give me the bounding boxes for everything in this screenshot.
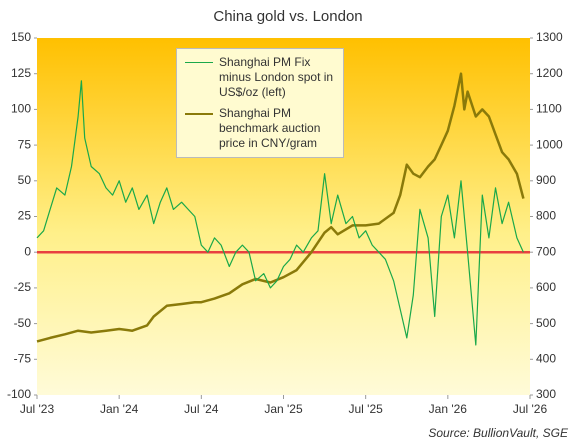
y-tick-label: -75 (14, 351, 32, 365)
y-tick-label: 150 (11, 30, 31, 44)
y-tick-label: 50 (18, 173, 32, 187)
y-tick-label: -25 (14, 280, 32, 294)
y-tick-label: 0 (24, 244, 31, 258)
chart-title: China gold vs. London (213, 8, 362, 25)
y-tick-label: 100 (11, 102, 31, 116)
y-tick-label: -50 (14, 316, 32, 330)
y2-tick-label: 1300 (536, 30, 563, 44)
legend-label: Shanghai PM benchmark auction price in C… (219, 106, 321, 150)
legend-item: Shanghai PM benchmark auction price in C… (185, 106, 335, 151)
y2-tick-label: 1000 (536, 137, 563, 151)
x-tick-label: Jan '24 (100, 402, 139, 416)
x-tick-label: Jan '26 (429, 402, 468, 416)
x-tick-label: Jul '25 (349, 402, 384, 416)
series-line (36, 80, 524, 346)
x-tick-label: Jul '26 (513, 402, 548, 416)
x-tick-label: Jul '23 (20, 402, 55, 416)
y-tick-label: 75 (18, 137, 32, 151)
legend-label: Shanghai PM Fix minus London spot in US$… (219, 55, 334, 99)
y2-tick-label: 600 (536, 280, 556, 294)
y2-tick-label: 500 (536, 316, 556, 330)
y-tick-label: 25 (18, 209, 32, 223)
y2-tick-label: 300 (536, 387, 556, 401)
legend-swatch (185, 113, 213, 115)
y2-tick-label: 400 (536, 351, 556, 365)
y2-tick-label: 700 (536, 244, 556, 258)
y2-tick-label: 900 (536, 173, 556, 187)
source: Source: BullionVault, SGE (428, 426, 569, 440)
legend: Shanghai PM Fix minus London spot in US$… (176, 48, 344, 158)
x-tick-label: Jan '25 (264, 402, 303, 416)
legend-item: Shanghai PM Fix minus London spot in US$… (185, 55, 335, 100)
x-tick-label: Jul '24 (184, 402, 219, 416)
y2-tick-label: 1200 (536, 66, 563, 80)
y-tick-label: -100 (7, 387, 31, 401)
y2-tick-label: 1100 (536, 102, 562, 116)
series-line (36, 72, 525, 343)
y2-tick-label: 800 (536, 209, 556, 223)
legend-swatch (185, 62, 213, 63)
y-tick-label: 125 (11, 66, 31, 80)
